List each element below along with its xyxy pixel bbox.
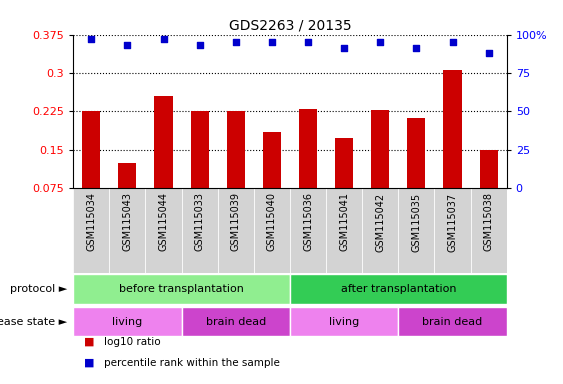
Point <box>412 45 421 51</box>
Text: percentile rank within the sample: percentile rank within the sample <box>104 358 280 368</box>
Bar <box>263 132 281 188</box>
Text: GSM115044: GSM115044 <box>159 192 168 252</box>
Bar <box>299 109 317 188</box>
Bar <box>371 110 389 188</box>
Bar <box>109 188 145 273</box>
Text: brain dead: brain dead <box>205 316 266 327</box>
Text: GSM115042: GSM115042 <box>376 192 385 252</box>
Bar <box>218 188 254 273</box>
Bar <box>435 188 471 273</box>
Point <box>231 39 240 45</box>
Bar <box>254 188 290 273</box>
Point <box>339 45 348 51</box>
Text: brain dead: brain dead <box>422 316 482 327</box>
Bar <box>399 307 507 336</box>
Text: GSM115036: GSM115036 <box>303 192 313 252</box>
Bar <box>154 96 172 188</box>
Text: living: living <box>112 316 142 327</box>
Text: GSM115041: GSM115041 <box>339 192 349 252</box>
Bar <box>480 150 498 188</box>
Bar <box>118 162 136 188</box>
Bar <box>73 188 109 273</box>
Bar <box>471 188 507 273</box>
Point <box>195 42 204 48</box>
Text: ■: ■ <box>84 337 95 347</box>
Bar <box>181 188 218 273</box>
Bar <box>191 111 209 188</box>
Text: protocol ►: protocol ► <box>10 284 68 294</box>
Bar <box>290 274 507 304</box>
Text: ■: ■ <box>84 358 95 368</box>
Bar <box>408 118 426 188</box>
Text: disease state ►: disease state ► <box>0 316 68 327</box>
Bar <box>444 70 462 188</box>
Bar <box>82 111 100 188</box>
Bar <box>227 111 245 188</box>
Text: before transplantation: before transplantation <box>119 284 244 294</box>
Point <box>376 39 385 45</box>
Bar <box>362 188 399 273</box>
Bar <box>181 307 290 336</box>
Text: GSM115040: GSM115040 <box>267 192 277 252</box>
Point <box>159 36 168 42</box>
Text: GSM115038: GSM115038 <box>484 192 494 252</box>
Point <box>448 39 457 45</box>
Bar <box>290 188 326 273</box>
Title: GDS2263 / 20135: GDS2263 / 20135 <box>229 18 351 32</box>
Bar <box>73 307 181 336</box>
Text: GSM115035: GSM115035 <box>412 192 421 252</box>
Bar <box>73 274 290 304</box>
Point <box>303 39 312 45</box>
Bar <box>399 188 435 273</box>
Point <box>484 50 493 56</box>
Text: GSM115033: GSM115033 <box>195 192 204 252</box>
Text: log10 ratio: log10 ratio <box>104 337 161 347</box>
Bar <box>335 139 353 188</box>
Point <box>267 39 276 45</box>
Text: GSM115039: GSM115039 <box>231 192 241 252</box>
Text: GSM115034: GSM115034 <box>86 192 96 252</box>
Text: GSM115037: GSM115037 <box>448 192 458 252</box>
Bar <box>326 188 362 273</box>
Text: after transplantation: after transplantation <box>341 284 456 294</box>
Text: living: living <box>329 316 359 327</box>
Text: GSM115043: GSM115043 <box>122 192 132 252</box>
Point <box>123 42 132 48</box>
Point <box>87 36 96 42</box>
Bar <box>290 307 399 336</box>
Bar <box>145 188 181 273</box>
